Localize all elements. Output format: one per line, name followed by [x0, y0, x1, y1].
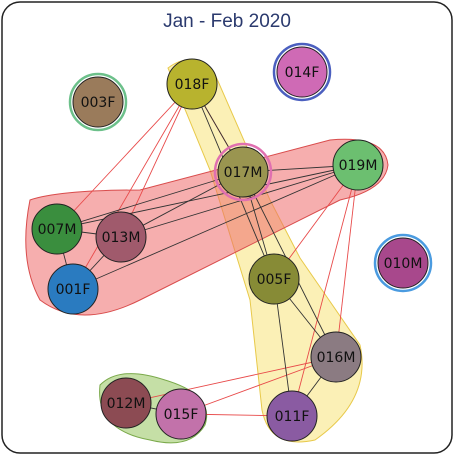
node-label: 019M	[339, 158, 378, 174]
node-halo	[272, 42, 332, 102]
node	[47, 263, 99, 315]
node-halo	[213, 142, 273, 202]
node-label: 015F	[164, 407, 199, 423]
edge	[56, 171, 244, 230]
node	[95, 211, 147, 263]
node-label: 018F	[175, 77, 210, 93]
node-label: 012M	[107, 396, 146, 412]
node-label: 003F	[81, 95, 116, 111]
node	[217, 146, 269, 198]
node	[332, 139, 384, 191]
node	[31, 203, 83, 255]
node-label: 017M	[224, 165, 263, 181]
node-label: 001F	[56, 282, 91, 298]
node	[248, 253, 300, 305]
edge-red	[335, 164, 359, 358]
node	[377, 237, 429, 289]
node-halo	[68, 72, 128, 132]
node	[155, 388, 207, 440]
node	[100, 377, 152, 429]
node-label: 016M	[317, 350, 356, 366]
edge-red	[125, 356, 337, 404]
node-label: 010M	[384, 256, 423, 272]
node-label: 013M	[102, 230, 141, 246]
edge-red	[291, 164, 359, 417]
title: Jan - Feb 2020	[163, 11, 291, 32]
edge-red	[72, 83, 193, 290]
node-label: 007M	[38, 222, 77, 238]
node	[166, 58, 218, 110]
node-label: 011F	[275, 409, 310, 425]
edge	[72, 164, 359, 290]
node-halo	[373, 233, 433, 293]
edge-red	[120, 83, 193, 238]
node-label: 005F	[257, 272, 292, 288]
node	[266, 390, 318, 442]
node	[310, 331, 362, 383]
node-label: 014F	[285, 65, 320, 81]
edge-red	[56, 83, 193, 230]
edge-red	[180, 356, 337, 415]
node	[72, 76, 124, 128]
node	[276, 46, 328, 98]
